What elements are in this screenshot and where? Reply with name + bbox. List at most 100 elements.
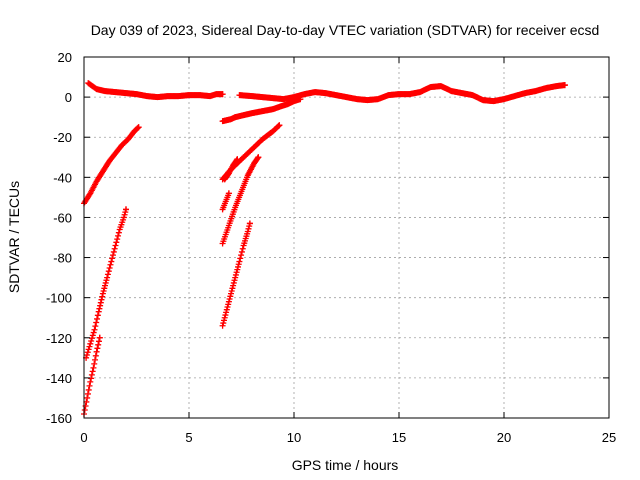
data-point [115,232,122,239]
data-point [115,229,122,236]
data-point [233,269,240,276]
data-point [244,228,251,235]
y-tick-label: -100 [46,291,72,306]
data-point [98,296,105,303]
data-points [81,80,568,417]
data-point [238,248,245,255]
data-point [91,360,98,367]
data-point [225,298,232,305]
data-point [237,255,244,262]
data-point [92,323,99,330]
series-5 [232,96,304,121]
data-point [221,317,227,324]
data-point [219,91,226,98]
y-tick-label: -160 [46,411,72,426]
axis-ticks: 0 5 10 15 20 25 20 0 -20 -40 -60 -80 -100 -120 -140 -16… [46,50,616,445]
series-0 [85,80,226,101]
data-point [111,245,118,252]
data-point [221,314,228,321]
data-point [238,252,245,259]
data-point [275,122,282,129]
data-point [99,290,106,297]
data-point [84,390,91,397]
data-point [224,304,231,311]
plot-frame [83,56,610,419]
data-point [236,258,243,265]
data-point [246,220,253,227]
data-point [230,279,237,286]
series-9 [219,122,283,183]
data-point [109,252,116,259]
data-point [225,190,232,197]
data-point [86,343,93,350]
y-tick-label: -120 [46,331,72,346]
y-tick-label: -20 [53,130,72,145]
data-point [235,263,241,270]
data-point [103,277,110,284]
data-point [245,225,252,232]
data-point [106,264,113,271]
data-point [81,406,88,413]
data-point [101,285,108,292]
data-point [239,245,246,252]
y-tick-label: -80 [53,251,72,266]
data-point [93,319,100,326]
data-point [95,308,102,315]
data-point [88,337,95,344]
data-point [120,214,127,221]
series-8 [219,190,232,213]
data-point [276,122,283,129]
x-axis-label: GPS time / hours [292,457,399,473]
series-2 [83,206,129,361]
data-point [92,356,99,363]
data-point [122,209,129,216]
data-point [255,154,262,161]
y-tick-label: 0 [65,90,72,105]
data-point [93,348,100,355]
y-tick-label: -60 [53,210,72,225]
data-point [84,394,91,401]
data-point [97,302,104,309]
data-point [228,287,235,294]
data-point [89,332,96,339]
data-point [220,320,227,327]
data-point [229,285,236,292]
data-point [95,338,102,345]
series-1 [81,124,142,207]
data-point [235,261,242,268]
data-point [121,211,128,218]
x-tick-label: 20 [497,430,511,445]
data-point [222,312,229,319]
y-tick-label: -40 [53,170,72,185]
data-point [223,309,230,316]
data-point [91,326,98,333]
data-point [82,402,89,409]
data-point [97,299,104,306]
data-point [109,255,116,262]
data-point [104,274,111,281]
data-point [87,378,94,385]
data-point [561,82,568,89]
y-tick-label: 20 [58,50,72,65]
data-point [234,266,241,273]
data-point [228,290,234,297]
data-point [89,368,96,375]
data-point [227,293,234,300]
data-point [90,329,97,336]
data-point [88,371,95,378]
data-point [92,352,99,359]
data-point [110,248,117,255]
data-point [114,236,121,243]
data-point [85,346,92,353]
data-point [100,287,107,294]
data-point [94,315,101,322]
data-point [105,268,112,275]
x-tick-label: 0 [80,430,87,445]
data-point [254,155,261,162]
data-point [123,206,129,213]
data-point [135,124,142,131]
data-point [134,124,141,131]
data-point [219,322,226,329]
data-point [108,258,115,265]
data-point [113,239,120,246]
